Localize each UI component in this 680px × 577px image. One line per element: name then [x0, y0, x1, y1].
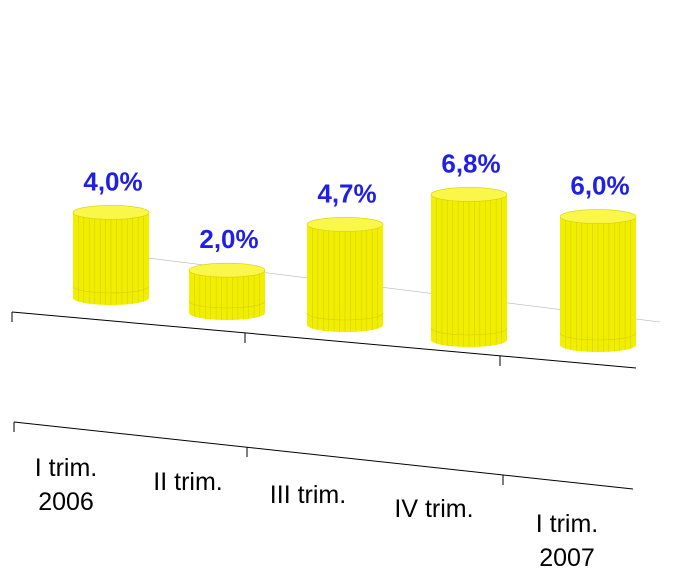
- data-label: 6,0%: [570, 171, 629, 201]
- bar-3: [306, 217, 384, 332]
- bar-floor-intersect: [430, 327, 508, 336]
- bars-group: [72, 187, 637, 352]
- bar-4: [430, 187, 508, 347]
- bar-top-cap: [188, 262, 266, 278]
- bar-floor-intersect: [306, 312, 384, 321]
- x-tick-label: I trim. 2006: [35, 454, 98, 516]
- bar-top-cap: [430, 187, 508, 202]
- data-label: 6,8%: [441, 148, 500, 178]
- x-tick-label: IV trim.: [394, 495, 473, 523]
- x-axis: I trim. 2006 II trim. III trim. IV trim. I tr…: [13, 421, 634, 572]
- bar-floor-intersect: [188, 300, 266, 309]
- bar-2: [188, 262, 266, 320]
- x-tick-label: III trim.: [270, 481, 346, 509]
- x-axis-line: [13, 421, 634, 490]
- floor-front-edge: [11, 311, 637, 369]
- data-label: 4,0%: [83, 166, 142, 196]
- bar-floor-intersect: [559, 332, 637, 341]
- bar-floor-intersect: [72, 285, 150, 294]
- data-label: 2,0%: [199, 224, 258, 254]
- value-labels-group: 4,0% 2,0% 4,7% 6,8% 6,0%: [83, 148, 629, 254]
- x-tick-label: II trim.: [153, 468, 222, 496]
- x-tick-label: I trim. 2007: [536, 510, 599, 572]
- data-label: 4,7%: [317, 178, 376, 208]
- bar-top-cap: [306, 217, 384, 232]
- bar-top-cap: [72, 205, 150, 220]
- bar-top-cap: [559, 209, 637, 224]
- bar-5: [559, 209, 637, 352]
- bar-1: [72, 205, 150, 305]
